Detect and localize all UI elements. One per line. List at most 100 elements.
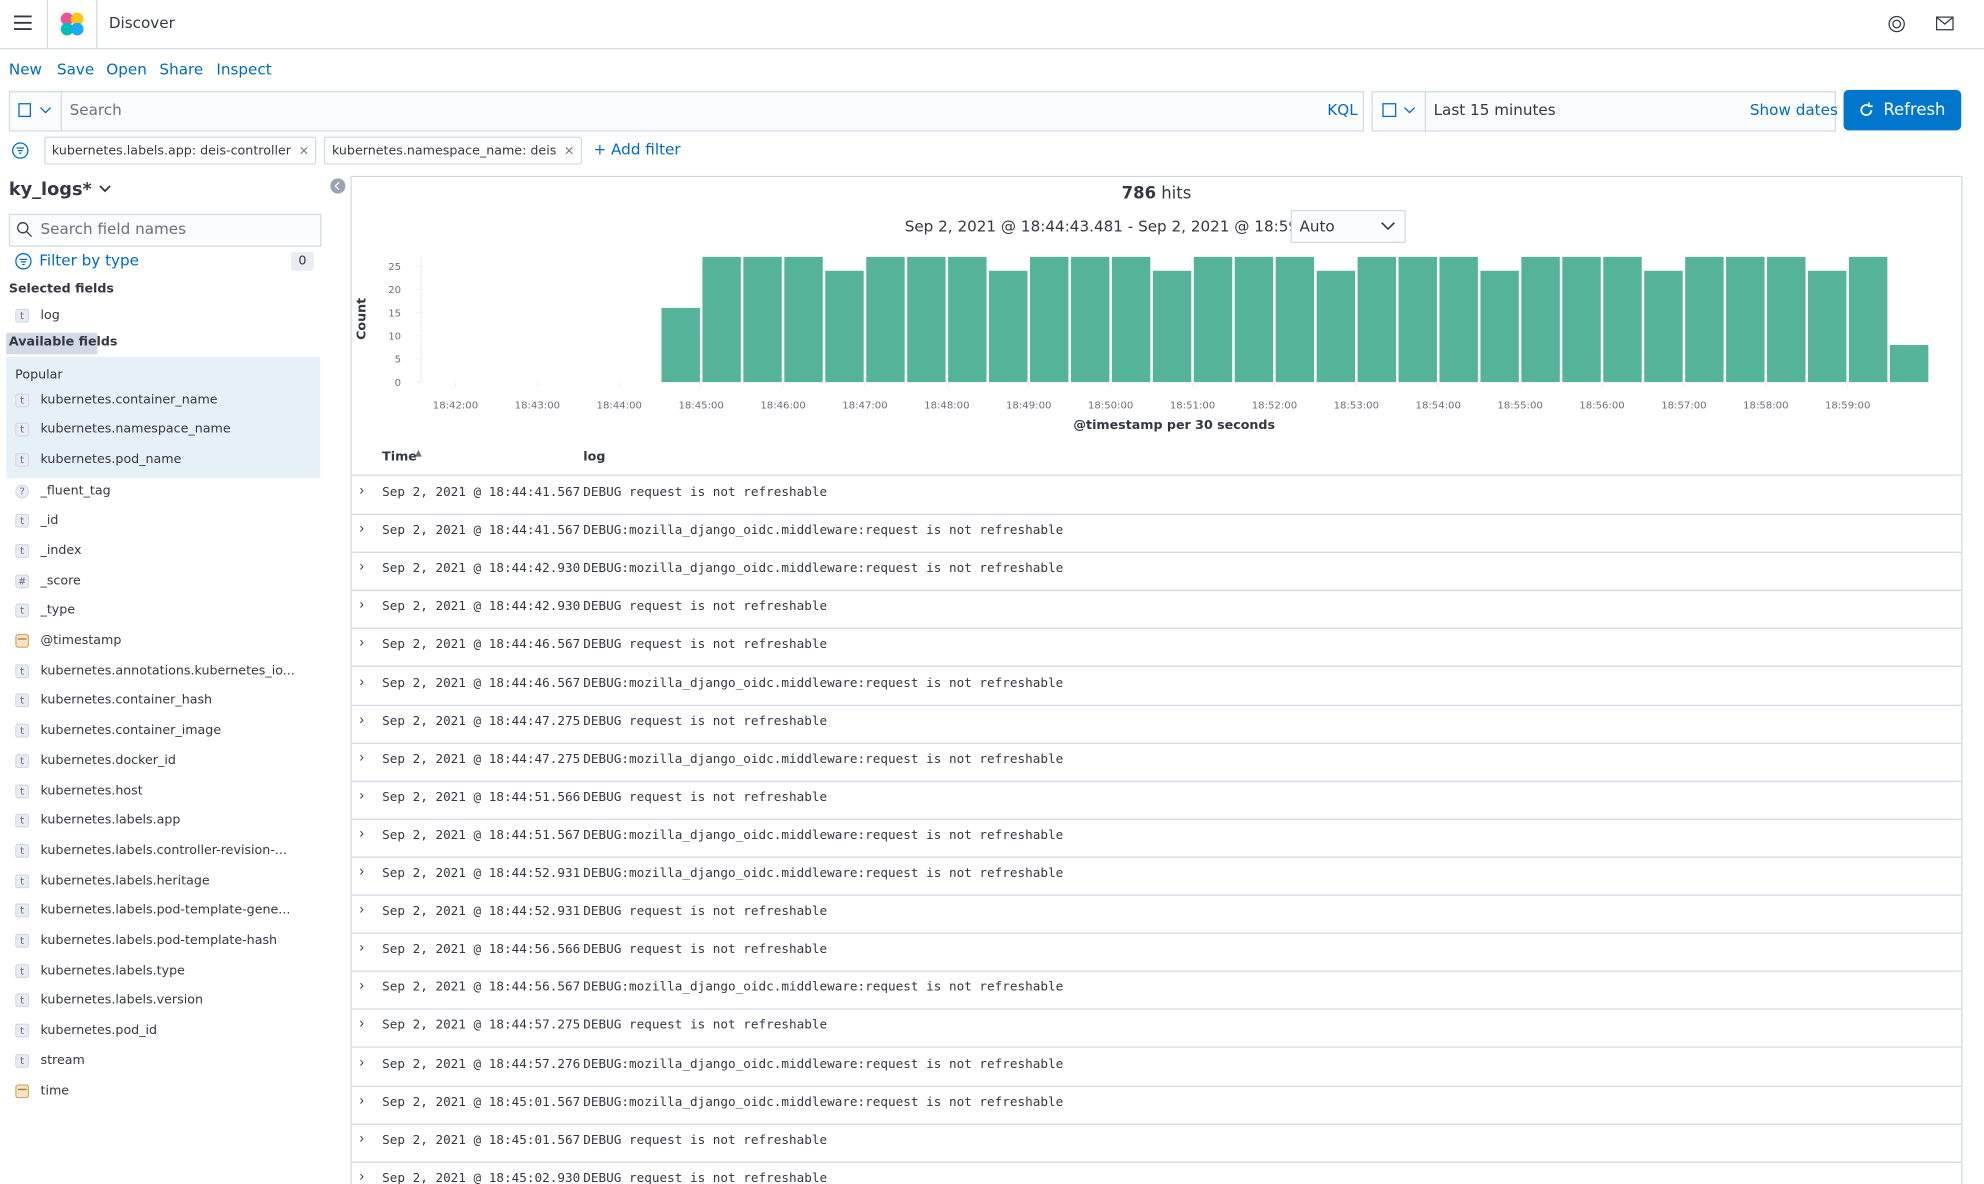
field-item[interactable]: tkubernetes.labels.controller-revision-.… — [15, 839, 287, 862]
field-name: _score — [40, 574, 80, 588]
expand-toggle[interactable]: › — [359, 636, 364, 651]
expand-toggle[interactable]: › — [359, 1093, 364, 1108]
filter-count: 0 — [291, 252, 314, 271]
expand-toggle[interactable]: › — [359, 940, 364, 955]
time-cell: Sep 2, 2021 @ 18:45:01.567 — [382, 1133, 580, 1147]
field-type-icon: t — [15, 934, 29, 948]
expand-toggle[interactable]: › — [359, 674, 364, 689]
field-name: log — [40, 308, 59, 322]
x-tick-label: 18:52:00 — [1252, 401, 1297, 412]
time-range[interactable]: Last 15 minutes — [1434, 101, 1556, 119]
field-item[interactable]: tkubernetes.labels.pod-template-gene... — [15, 899, 290, 922]
popular-title: Popular — [15, 368, 62, 382]
expand-toggle[interactable]: › — [359, 1169, 364, 1184]
bar — [1439, 257, 1477, 382]
expand-toggle[interactable]: › — [359, 788, 364, 803]
x-tick-label: 18:55:00 — [1497, 401, 1542, 412]
menu-item[interactable]: Open — [106, 61, 147, 79]
x-tick-label: 18:49:00 — [1006, 401, 1051, 412]
expand-toggle[interactable]: › — [359, 521, 364, 536]
field-type-icon: t — [15, 1024, 29, 1038]
expand-toggle[interactable]: › — [359, 1017, 364, 1032]
menu-item[interactable]: Inspect — [216, 61, 271, 79]
help-icon[interactable] — [1888, 15, 1907, 34]
field-name: kubernetes.pod_id — [40, 1024, 157, 1038]
interval-value[interactable]: Auto — [1299, 218, 1334, 236]
field-item[interactable]: tkubernetes.labels.app — [15, 809, 180, 832]
kql-toggle[interactable]: KQL — [1327, 101, 1357, 119]
selected-title: Selected fields — [9, 282, 114, 296]
expand-toggle[interactable]: › — [359, 978, 364, 993]
field-type-icon: t — [15, 994, 29, 1008]
field-type-icon: t — [15, 844, 29, 858]
column-header[interactable]: log — [583, 450, 605, 464]
expand-toggle[interactable]: › — [359, 1131, 364, 1146]
search-placeholder[interactable]: Search — [70, 101, 122, 119]
bar — [948, 257, 986, 382]
filter-pill[interactable]: kubernetes.labels.app: deis-controller× — [44, 137, 316, 165]
field-item[interactable]: tkubernetes.namespace_name — [15, 418, 230, 441]
hits-label: hits — [1161, 185, 1191, 204]
expand-toggle[interactable]: › — [359, 598, 364, 613]
expand-toggle[interactable]: › — [359, 483, 364, 498]
expand-toggle[interactable]: › — [359, 864, 364, 879]
field-item[interactable]: t_id — [15, 510, 58, 533]
menu-icon[interactable] — [14, 15, 33, 31]
calendar-icon[interactable] — [1382, 102, 1417, 117]
show-dates[interactable]: Show dates — [1750, 101, 1838, 119]
filter-by-type[interactable]: Filter by type — [39, 252, 139, 270]
saved-query-icon[interactable] — [18, 102, 53, 117]
field-item[interactable]: tkubernetes.annotations.kubernetes_io... — [15, 659, 295, 682]
field-item[interactable]: tkubernetes.pod_name — [15, 448, 181, 471]
field-item[interactable]: t_type — [15, 599, 75, 622]
field-item[interactable]: tkubernetes.container_name — [15, 388, 217, 411]
column-header[interactable]: Time — [382, 450, 417, 464]
menu-item[interactable]: New — [9, 61, 42, 79]
query-bar[interactable] — [9, 91, 1364, 131]
field-type-icon: t — [15, 308, 29, 322]
field-search-placeholder[interactable]: Search field names — [40, 220, 186, 238]
menu-item[interactable]: Save — [57, 61, 94, 79]
field-item[interactable]: tkubernetes.container_hash — [15, 689, 212, 712]
doc-row: ›Sep 2, 2021 @ 18:44:42.930DEBUG:mozilla… — [352, 552, 1961, 591]
field-item[interactable]: t_index — [15, 540, 81, 563]
expand-toggle[interactable]: › — [359, 560, 364, 575]
field-item[interactable]: #_score — [15, 570, 81, 593]
date-icon — [15, 634, 29, 648]
bar — [866, 257, 904, 382]
y-tick-label: 5 — [395, 355, 401, 366]
expand-toggle[interactable]: › — [359, 712, 364, 727]
field-name: kubernetes.labels.pod-template-hash — [40, 934, 277, 948]
filter-pill[interactable]: kubernetes.namespace_name: deis× — [324, 137, 582, 165]
expand-toggle[interactable]: › — [359, 902, 364, 917]
field-item[interactable]: tkubernetes.labels.version — [15, 989, 203, 1012]
field-item[interactable]: tstream — [15, 1049, 85, 1072]
field-item[interactable]: ?_fluent_tag — [15, 480, 110, 503]
field-type-icon: t — [15, 724, 29, 738]
time-cell: Sep 2, 2021 @ 18:44:41.567 — [382, 486, 580, 500]
field-item[interactable]: @timestamp — [15, 629, 121, 652]
expand-toggle[interactable]: › — [359, 1055, 364, 1070]
expand-toggle[interactable]: › — [359, 826, 364, 841]
time-cell: Sep 2, 2021 @ 18:44:46.567 — [382, 676, 580, 690]
field-item[interactable]: tkubernetes.host — [15, 779, 143, 802]
field-item[interactable]: tkubernetes.labels.heritage — [15, 869, 210, 892]
filter-remove[interactable]: × — [299, 144, 310, 158]
filter-remove[interactable]: × — [564, 144, 575, 158]
field-item[interactable]: t kubernetes.pod_id — [15, 1019, 157, 1042]
field-item[interactable]: tkubernetes.labels.type — [15, 959, 185, 982]
field-item[interactable]: tlog — [15, 304, 60, 327]
expand-toggle[interactable]: › — [359, 750, 364, 765]
field-item[interactable]: t kubernetes.labels.pod-template-hash — [15, 929, 277, 952]
field-item[interactable]: tkubernetes.container_image — [15, 719, 221, 742]
field-item[interactable]: tkubernetes.docker_id — [15, 749, 176, 772]
menu-item[interactable]: Share — [159, 61, 203, 79]
add-filter[interactable]: + Add filter — [594, 140, 681, 158]
mail-icon[interactable] — [1936, 16, 1955, 31]
doc-row: ›Sep 2, 2021 @ 18:44:41.567DEBUG request… — [352, 476, 1961, 515]
filter-menu-icon[interactable] — [11, 142, 29, 160]
field-item[interactable]: time — [15, 1079, 69, 1102]
page-title: Discover — [109, 14, 175, 32]
refresh-button[interactable]: Refresh — [1844, 90, 1962, 130]
logo[interactable] — [59, 11, 84, 36]
